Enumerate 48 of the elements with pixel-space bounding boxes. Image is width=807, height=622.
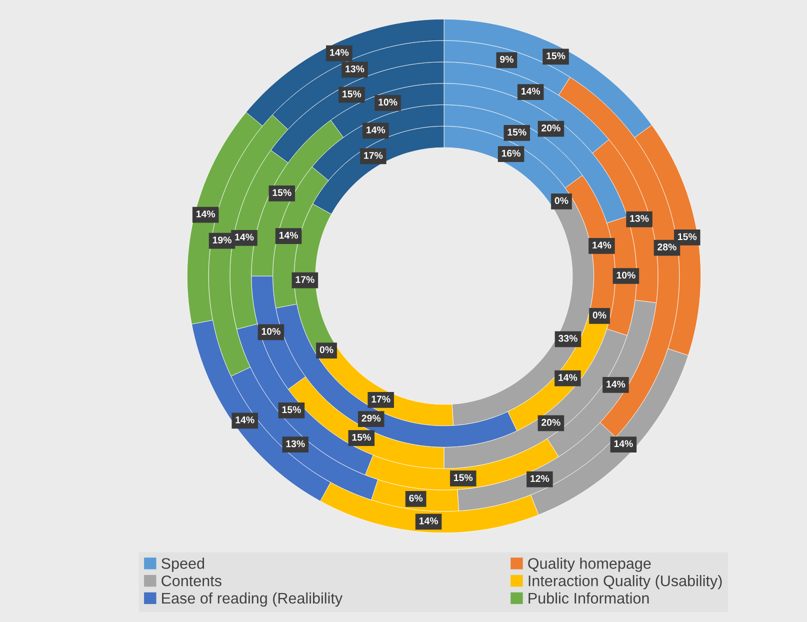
data-label: 15% [508,128,526,136]
legend-label: Quality homepage [528,558,651,572]
data-label: 14% [592,242,612,249]
data-label: 13% [630,214,649,222]
data-label: 14% [279,232,298,239]
data-label: 14% [521,88,540,95]
data-label: 15% [454,474,473,482]
data-label: 28% [658,244,676,250]
data-label: 14% [419,517,438,524]
data-label: 13% [286,440,305,448]
data-label: 17% [372,396,390,403]
text: 0% [592,312,606,319]
data-label: 15% [342,90,362,98]
data-label: 10% [262,328,280,335]
data-label: 14% [196,210,216,218]
data-label: 15% [546,52,566,60]
data-label: 33% [558,334,578,342]
text: 0% [320,346,334,354]
data-label: 20% [542,418,560,426]
data-label: 20% [542,124,560,132]
data-label: 6% [409,494,423,502]
data-label: 14% [558,374,578,381]
data-label: 12% [530,475,550,482]
data-label: 17% [296,276,314,283]
data-label: 15% [352,434,371,441]
data-label: 10% [616,272,636,279]
legend-label: Contents [162,575,222,586]
data-label: 9% [500,56,514,63]
data-label: 15% [678,233,697,240]
data-label: 16% [502,150,520,157]
data-label: 14% [330,49,349,56]
data-label: 14% [614,440,633,448]
data-label: 19% [212,236,232,244]
data-label: 10% [378,98,398,106]
data-label: 14% [235,234,254,240]
legend-label: Interaction Quality (Usability) [528,575,722,590]
data-label: 29% [362,414,381,422]
data-label: 14% [606,380,626,388]
data-label: 17% [364,152,383,159]
text: 0% [554,197,568,204]
legend-label: Ease of reading (Realibility [162,592,343,607]
data-label: 14% [236,416,254,424]
legend-label: Speed [162,558,204,572]
legend-label: Public Information [528,592,649,604]
data-label: 15% [282,406,301,414]
data-label: 13% [346,65,364,72]
data-label: 14% [366,126,386,134]
data-label: 15% [272,189,292,196]
